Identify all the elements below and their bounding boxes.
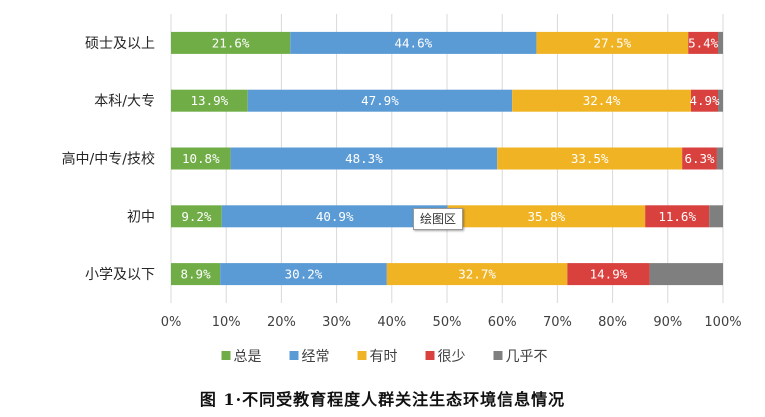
x-tick-label: 0%: [161, 315, 182, 330]
bar-segment: [290, 31, 537, 54]
chart: 21.6% 44.6% 27.5% 5.4% 13.9% 47.9% 32.4% 4.9% 10…: [62, 14, 742, 365]
legend-label: 有时: [370, 349, 398, 365]
legend-label: 经常: [302, 349, 330, 365]
bar-segment: [171, 31, 291, 54]
data-label: 6.3%: [684, 151, 715, 166]
bar-segment: [386, 263, 568, 286]
bar-segment: [536, 31, 689, 54]
legend-swatch: [425, 351, 435, 360]
legend-swatch: [493, 351, 503, 360]
bar-segment: [682, 147, 717, 170]
category-label: 硕士及以上: [85, 36, 155, 52]
category-label: 高中/中专/技校: [62, 151, 155, 168]
data-label: 14.9%: [590, 267, 628, 282]
data-label: 9.2%: [181, 209, 212, 224]
data-label: 5.4%: [688, 35, 719, 50]
bar-segment: [171, 263, 221, 286]
data-label: 32.7%: [458, 267, 496, 282]
legend-swatch: [221, 351, 231, 360]
data-label: 10.8%: [182, 151, 220, 166]
bar-segment: [171, 89, 248, 112]
legend: 总是 经常 有时 很少 几乎不: [221, 349, 548, 365]
data-label: 35.8%: [528, 209, 566, 224]
data-label: 44.6%: [395, 35, 433, 50]
x-tick-label: 30%: [322, 315, 351, 330]
x-tick-label: 80%: [598, 315, 627, 330]
bar-segment: [512, 89, 691, 112]
bars: [171, 31, 723, 286]
data-labels: 21.6% 44.6% 27.5% 5.4% 13.9% 47.9% 32.4% 4.9% 10…: [181, 35, 721, 281]
legend-label: 很少: [438, 349, 466, 365]
category-label: 初中: [127, 208, 155, 225]
x-tick-label: 70%: [543, 315, 572, 330]
x-tick-label: 10%: [212, 315, 241, 330]
data-label: 8.9%: [181, 267, 212, 282]
data-label: 47.9%: [361, 93, 399, 108]
bar-segment: [247, 89, 513, 112]
x-tick-label: 20%: [267, 315, 296, 330]
bar-segment: [171, 147, 231, 170]
value-axis: 0% 10% 20% 30% 40% 50% 60% 70% 80% 90% 100%: [161, 315, 742, 330]
legend-swatch: [357, 351, 367, 360]
x-tick-label: 90%: [653, 315, 682, 330]
data-label: 21.6%: [212, 35, 250, 50]
data-label: 33.5%: [571, 151, 609, 166]
bar-segment: [447, 205, 646, 228]
bar-segment: [718, 89, 723, 112]
bar-segment: [649, 263, 723, 286]
bar-segment: [690, 89, 719, 112]
x-tick-label: 60%: [488, 315, 517, 330]
category-label: 本科/大专: [94, 94, 155, 110]
bar-segment: [497, 147, 683, 170]
bar-segment: [709, 205, 723, 228]
data-label: 13.9%: [191, 93, 229, 108]
bar-segment: [716, 147, 723, 170]
bar-segment: [718, 31, 723, 54]
figure-caption: 图 1·不同受教育程度人群关注生态环境信息情况: [199, 390, 566, 409]
legend-label: 总是: [234, 349, 262, 365]
x-tick-label: 100%: [704, 315, 741, 330]
legend-label: 几乎不: [506, 349, 548, 365]
plot-area-tooltip: 绘图区: [413, 208, 464, 230]
bar-segment: [688, 31, 719, 54]
x-tick-label: 40%: [377, 315, 406, 330]
bar-segment: [221, 205, 448, 228]
category-label: 小学及以下: [85, 267, 155, 283]
data-label: 40.9%: [316, 209, 354, 224]
data-label: 30.2%: [285, 267, 323, 282]
data-label: 27.5%: [594, 35, 632, 50]
legend-swatch: [289, 351, 299, 360]
bar-segment: [230, 147, 498, 170]
data-label: 4.9%: [689, 93, 720, 108]
x-tick-label: 50%: [433, 315, 462, 330]
data-label: 32.4%: [583, 93, 621, 108]
bar-segment: [645, 205, 710, 228]
data-label: 48.3%: [345, 151, 383, 166]
bar-segment: [220, 263, 387, 286]
bar-segment: [567, 263, 650, 286]
data-label: 11.6%: [658, 209, 696, 224]
bar-segment: [171, 205, 222, 228]
